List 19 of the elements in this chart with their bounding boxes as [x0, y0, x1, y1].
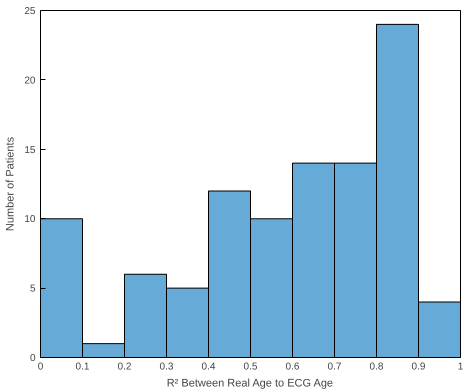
y-tick-label: 5 — [30, 284, 36, 295]
x-axis-title: R² Between Real Age to ECG Age — [166, 378, 334, 390]
x-tick-label: 0.8 — [370, 362, 384, 372]
x-tick-label: 0.9 — [412, 362, 426, 372]
y-axis-title: Number of Patients — [4, 136, 16, 232]
y-tick-label: 15 — [24, 144, 36, 156]
x-tick-label: 0.7 — [328, 362, 342, 372]
y-tick-label: 0 — [30, 353, 36, 364]
x-tick-label: 0.1 — [76, 362, 90, 372]
x-tick-label: 0.2 — [118, 362, 132, 372]
x-tick-label: 0.3 — [160, 362, 174, 372]
y-tick-label: 25 — [24, 6, 36, 17]
x-tick-label: 0 — [38, 362, 44, 372]
x-tick-label: 0.6 — [286, 362, 300, 372]
x-tick-label: 0.5 — [244, 362, 258, 372]
x-tick-label: 1 — [458, 362, 464, 372]
y-tick-label: 10 — [24, 214, 36, 226]
x-tick-label: 0.4 — [202, 362, 216, 372]
y-tick-label: 20 — [24, 75, 36, 86]
